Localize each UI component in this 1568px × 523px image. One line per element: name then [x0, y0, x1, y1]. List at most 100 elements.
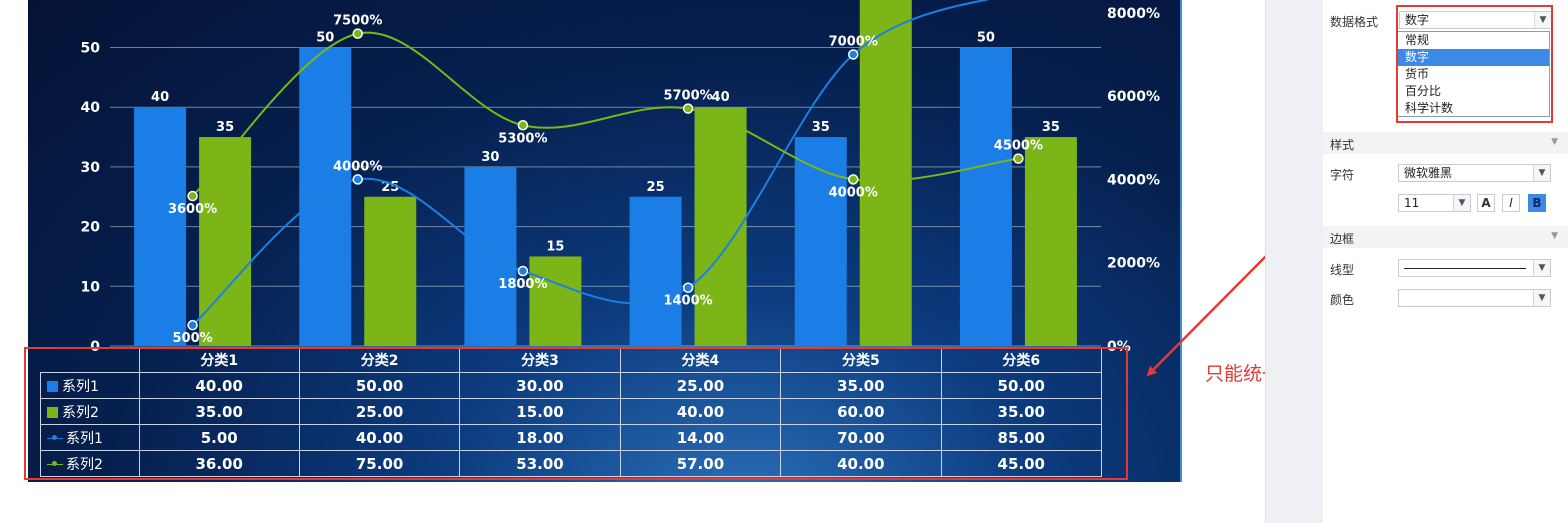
column-header: 分类6 [940, 348, 1103, 373]
font-label: 字符 [1330, 168, 1355, 182]
italic-button[interactable]: I [1502, 194, 1520, 212]
format-option[interactable]: 科学计数 [1405, 101, 1454, 115]
bar [299, 47, 352, 346]
chevron-down-icon[interactable]: ▼ [1453, 195, 1470, 211]
table-row: 系列2 35.00 25.00 15.00 40.00 60.00 35.00 [40, 398, 1103, 425]
y-tick-label-left: 10 [81, 279, 101, 295]
line-data-label: 7000% [829, 34, 878, 49]
table-row: 系列2 36.00 75.00 53.00 57.00 40.00 45.00 [40, 450, 1103, 477]
row-legend-cell: 系列1 [40, 372, 140, 399]
line-data-label: 500% [172, 331, 212, 346]
table-cell: 14.00 [619, 424, 782, 451]
table-cell: 40.00 [619, 398, 782, 425]
table-cell: 35.00 [138, 398, 300, 425]
section-border[interactable]: 边框 ▼ [1323, 226, 1568, 248]
table-cell: 35.00 [940, 398, 1103, 425]
table-cell: 50.00 [940, 372, 1103, 399]
row-legend-cell: 系列1 [40, 424, 140, 451]
bar [134, 107, 187, 346]
bar-data-label: 35 [216, 120, 234, 135]
bar-data-label: 30 [481, 150, 499, 165]
y-tick-label-left: 30 [81, 160, 101, 176]
table-highlight-box [24, 347, 1128, 480]
data-format-value: 数字 [1405, 13, 1430, 27]
column-header: 分类2 [298, 348, 461, 373]
y-tick-label-right: 6000% [1107, 89, 1160, 105]
column-header: 分类3 [459, 348, 621, 373]
format-option[interactable]: 百分比 [1405, 84, 1442, 98]
dropdown-highlight-box [1396, 5, 1553, 123]
font-family-select[interactable]: 微软雅黑 ▼ [1398, 164, 1551, 182]
line-data-label: 1800% [498, 277, 547, 292]
line-data-label: 5300% [498, 131, 547, 146]
table-cell: 60.00 [780, 398, 942, 425]
chevron-down-icon[interactable]: ▼ [1534, 12, 1551, 28]
font-color-button[interactable]: A [1477, 194, 1495, 212]
bar [364, 196, 417, 346]
line-data-label: 4000% [333, 159, 382, 174]
chevron-down-icon[interactable]: ▼ [1533, 260, 1550, 276]
y-tick-label-right: 4000% [1107, 172, 1160, 188]
legend-square-icon [47, 406, 58, 418]
line-point [352, 174, 363, 185]
bar [959, 47, 1012, 346]
y-tick-label-left: 50 [81, 41, 101, 57]
table-corner [40, 348, 140, 373]
border-color-select[interactable]: ▼ [1398, 289, 1551, 307]
bar [529, 256, 582, 346]
font-size-select[interactable]: 11 ▼ [1398, 194, 1471, 212]
line-data-label: 3600% [168, 202, 217, 217]
table-cell: 53.00 [459, 450, 621, 477]
line-point [517, 265, 529, 277]
legend-square-icon [47, 380, 58, 392]
bar [199, 137, 252, 346]
bar [694, 107, 747, 346]
bar-data-label: 40 [151, 90, 169, 105]
bar-data-label: 50 [316, 31, 334, 46]
format-option[interactable]: 数字 [1398, 49, 1549, 66]
table-cell: 15.00 [459, 398, 621, 425]
table-cell: 70.00 [780, 424, 942, 451]
section-style[interactable]: 样式 ▼ [1323, 132, 1568, 154]
y-tick-label-left: 40 [81, 100, 101, 116]
line-type-select[interactable]: ▼ [1398, 259, 1551, 277]
format-option[interactable]: 货币 [1405, 67, 1430, 81]
table-row: 系列1 5.00 40.00 18.00 14.00 70.00 85.00 [40, 424, 1103, 451]
data-table: 分类1 分类2 分类3 分类4 分类5 分类6 系列1 40.00 50.00 30.00 25.… [40, 348, 1103, 477]
chevron-down-icon[interactable]: ▼ [1533, 290, 1550, 306]
section-border-label: 边框 [1330, 232, 1355, 246]
line-point [352, 28, 363, 39]
line-type-label: 线型 [1330, 263, 1355, 277]
column-header: 分类5 [780, 348, 942, 373]
bar-data-label: 35 [1042, 120, 1060, 135]
collapse-caret-icon[interactable]: ▼ [1551, 231, 1558, 241]
format-option[interactable]: 常规 [1405, 33, 1430, 47]
properties-side-strip [1265, 0, 1323, 523]
table-cell: 36.00 [138, 450, 300, 477]
bar [859, 0, 912, 346]
bar [1024, 137, 1077, 346]
bold-button[interactable]: B [1528, 194, 1546, 212]
data-format-select[interactable]: 数字 ▼ [1399, 11, 1552, 29]
line-point [682, 103, 694, 114]
table-cell: 45.00 [940, 450, 1103, 477]
line-point [517, 120, 529, 131]
table-header-row: 分类1 分类2 分类3 分类4 分类5 分类6 [40, 348, 1103, 373]
data-format-dropdown-list[interactable]: 常规数字 货币百分比科学计数 [1397, 31, 1550, 117]
y-tick-label-right: 8000% [1107, 6, 1160, 22]
row-legend-cell: 系列2 [40, 398, 140, 425]
bar-data-label: 50 [977, 31, 995, 46]
row-legend-cell: 系列2 [40, 450, 140, 477]
collapse-caret-icon[interactable]: ▼ [1551, 137, 1558, 147]
chevron-down-icon[interactable]: ▼ [1533, 165, 1550, 181]
font-size-value: 11 [1404, 196, 1420, 210]
bar [794, 137, 847, 346]
table-cell: 85.00 [940, 424, 1103, 451]
row-label: 系列1 [62, 378, 99, 395]
color-label: 颜色 [1330, 293, 1355, 307]
line-point [848, 49, 859, 60]
font-family-value: 微软雅黑 [1404, 166, 1453, 180]
table-cell: 57.00 [619, 450, 782, 477]
column-header: 分类4 [619, 348, 782, 373]
line-point [682, 282, 694, 293]
